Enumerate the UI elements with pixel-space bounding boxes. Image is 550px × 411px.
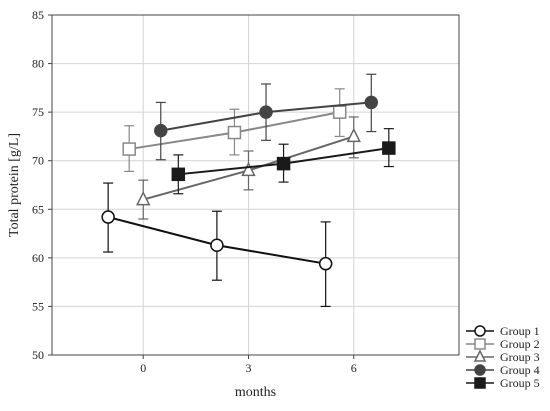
data-point — [154, 123, 168, 138]
legend-label: Group 2 — [500, 337, 540, 351]
y-tick-label: 65 — [32, 202, 44, 216]
x-tick-label: 3 — [245, 361, 251, 375]
series-group-2 — [122, 88, 347, 172]
y-tick-label: 80 — [32, 57, 44, 71]
y-tick-label: 85 — [32, 8, 44, 22]
y-tick-label: 50 — [32, 348, 44, 362]
legend-item: Group 3 — [466, 349, 540, 364]
data-point — [474, 377, 486, 389]
data-point — [474, 338, 486, 350]
y-axis-label: Total protein [g/L] — [7, 133, 22, 237]
data-point — [171, 167, 186, 182]
legend-item: Group 1 — [466, 324, 540, 338]
data-point — [227, 125, 242, 140]
series-layer — [101, 73, 396, 308]
data-point — [101, 210, 115, 224]
y-tick-label: 75 — [32, 105, 44, 119]
y-tick-label: 55 — [32, 299, 44, 313]
x-axis-ticks: 0 3 6 — [140, 355, 357, 375]
legend-item: Group 2 — [466, 337, 540, 351]
x-axis-label: months — [235, 385, 276, 400]
legend-item: Group 4 — [466, 363, 540, 377]
data-point — [364, 95, 379, 110]
series-group-5 — [171, 128, 396, 195]
data-point — [259, 105, 273, 119]
grid-layer — [52, 15, 459, 355]
data-point — [474, 325, 486, 337]
data-point — [318, 256, 333, 271]
data-point — [473, 349, 487, 362]
plot-frame — [51, 14, 460, 356]
data-point — [332, 105, 347, 119]
legend-item: Group 5 — [466, 376, 540, 390]
data-point — [276, 156, 291, 171]
data-point — [346, 127, 361, 143]
series-group-1 — [101, 182, 333, 308]
data-point — [474, 364, 486, 376]
legend-label: Group 1 — [500, 324, 540, 338]
y-axis-ticks: 50 55 60 65 70 75 80 85 — [32, 8, 52, 362]
x-tick-label: 6 — [351, 361, 357, 375]
data-point — [210, 238, 224, 252]
y-tick-label: 70 — [32, 154, 44, 168]
data-point — [382, 141, 396, 155]
series-group-4 — [154, 73, 379, 161]
data-point — [136, 190, 151, 206]
data-point — [122, 142, 136, 156]
x-tick-label: 0 — [140, 361, 146, 375]
legend-label: Group 4 — [500, 363, 540, 377]
data-point — [241, 161, 256, 177]
legend-label: Group 3 — [500, 350, 540, 364]
legend-label: Group 5 — [500, 376, 540, 390]
y-tick-label: 60 — [32, 251, 44, 265]
